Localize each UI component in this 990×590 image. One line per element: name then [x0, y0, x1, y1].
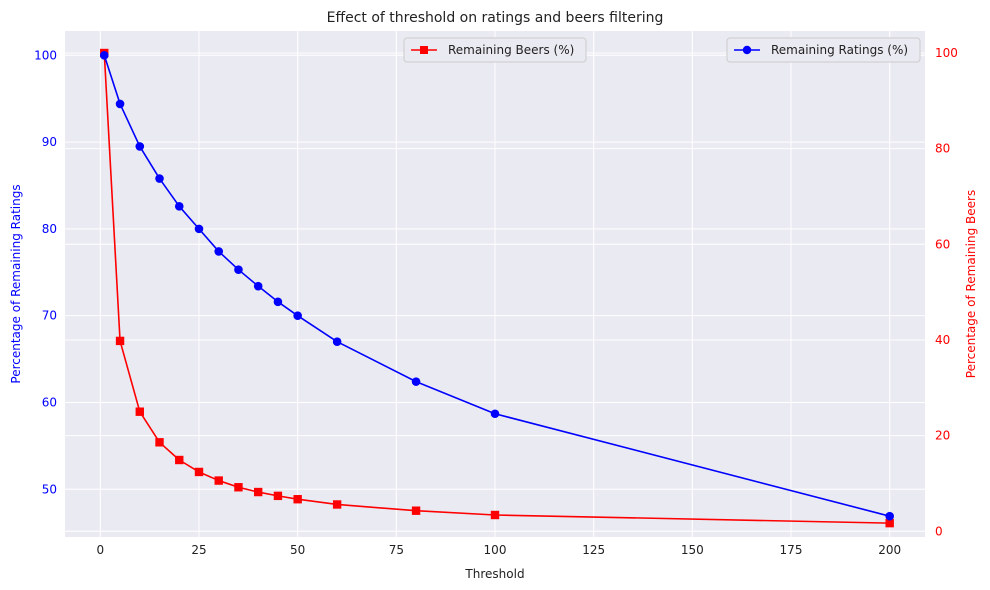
data-point-beers — [155, 438, 164, 447]
x-tick-label: 200 — [878, 543, 901, 557]
left-y-axis-ticks: 50 60 70 80 90 100 — [34, 48, 57, 496]
x-axis-ticks: 0 25 50 75 100 125 150 175 200 — [97, 543, 902, 557]
right-y-tick-label: 100 — [935, 46, 958, 60]
data-point-ratings — [293, 311, 302, 320]
data-point-ratings — [273, 297, 283, 307]
data-point-beers — [490, 510, 500, 520]
right-y-tick-label: 20 — [935, 429, 950, 443]
data-point-beers — [273, 491, 283, 501]
data-point-ratings — [115, 99, 125, 109]
x-tick-label: 25 — [191, 543, 206, 557]
x-tick-label: 50 — [290, 543, 305, 557]
left-y-tick-label: 50 — [42, 482, 57, 496]
left-y-axis-label: Percentage of Remaining Ratings — [9, 184, 23, 383]
data-point-ratings — [411, 377, 421, 386]
right-y-axis-label: Percentage of Remaining Beers — [964, 190, 978, 378]
data-point-beers — [115, 336, 125, 346]
right-y-tick-label: 0 — [935, 524, 943, 538]
right-y-tick-label: 80 — [935, 142, 950, 156]
left-y-tick-label: 90 — [42, 135, 57, 149]
data-point-ratings — [155, 174, 164, 183]
data-point-beers — [234, 483, 243, 492]
data-point-ratings — [214, 247, 224, 256]
legend-ratings-marker — [742, 45, 752, 55]
data-point-beers — [253, 487, 263, 497]
chart-title: Effect of threshold on ratings and beers… — [327, 10, 664, 26]
data-point-ratings — [135, 142, 145, 151]
legend-beers-marker — [420, 46, 428, 54]
legend-ratings-box — [726, 37, 921, 63]
x-axis-label: Threshold — [464, 567, 524, 581]
legend-beers-box — [403, 37, 587, 63]
data-point-ratings — [234, 265, 243, 274]
data-point-beers — [194, 467, 204, 477]
left-y-tick-label: 100 — [34, 48, 57, 62]
x-tick-label: 150 — [681, 543, 704, 557]
data-point-beers — [332, 500, 342, 509]
data-point-beers — [135, 407, 144, 416]
data-point-beers — [293, 495, 302, 504]
data-point-ratings — [194, 224, 204, 234]
legend-ratings-label: Remaining Ratings (%) — [771, 43, 908, 57]
data-point-ratings — [253, 281, 263, 291]
x-tick-label: 100 — [484, 543, 507, 557]
legend-ratings: Remaining Ratings (%) — [726, 37, 921, 63]
x-tick-label: 175 — [780, 543, 803, 557]
right-y-axis-ticks: 0 20 40 60 80 100 — [935, 46, 958, 538]
x-tick-label: 0 — [97, 543, 105, 557]
x-tick-label: 125 — [582, 543, 605, 557]
legend-beers-label: Remaining Beers (%) — [448, 43, 574, 57]
left-y-tick-label: 80 — [42, 222, 57, 236]
right-y-tick-label: 40 — [935, 333, 950, 347]
data-point-beers — [885, 518, 894, 528]
data-point-beers — [411, 506, 421, 515]
data-point-beers — [175, 455, 184, 465]
data-point-beers — [214, 476, 223, 485]
data-point-ratings — [99, 51, 109, 60]
data-point-ratings — [490, 409, 500, 419]
series-layer — [99, 48, 894, 528]
x-tick-label: 75 — [389, 543, 404, 557]
left-y-tick-label: 60 — [42, 395, 57, 409]
data-point-ratings — [174, 202, 184, 211]
right-y-tick-label: 60 — [935, 237, 950, 251]
left-y-tick-label: 70 — [42, 309, 57, 323]
data-point-ratings — [885, 511, 894, 521]
data-point-ratings — [332, 337, 342, 347]
legend-beers: Remaining Beers (%) — [403, 37, 587, 63]
